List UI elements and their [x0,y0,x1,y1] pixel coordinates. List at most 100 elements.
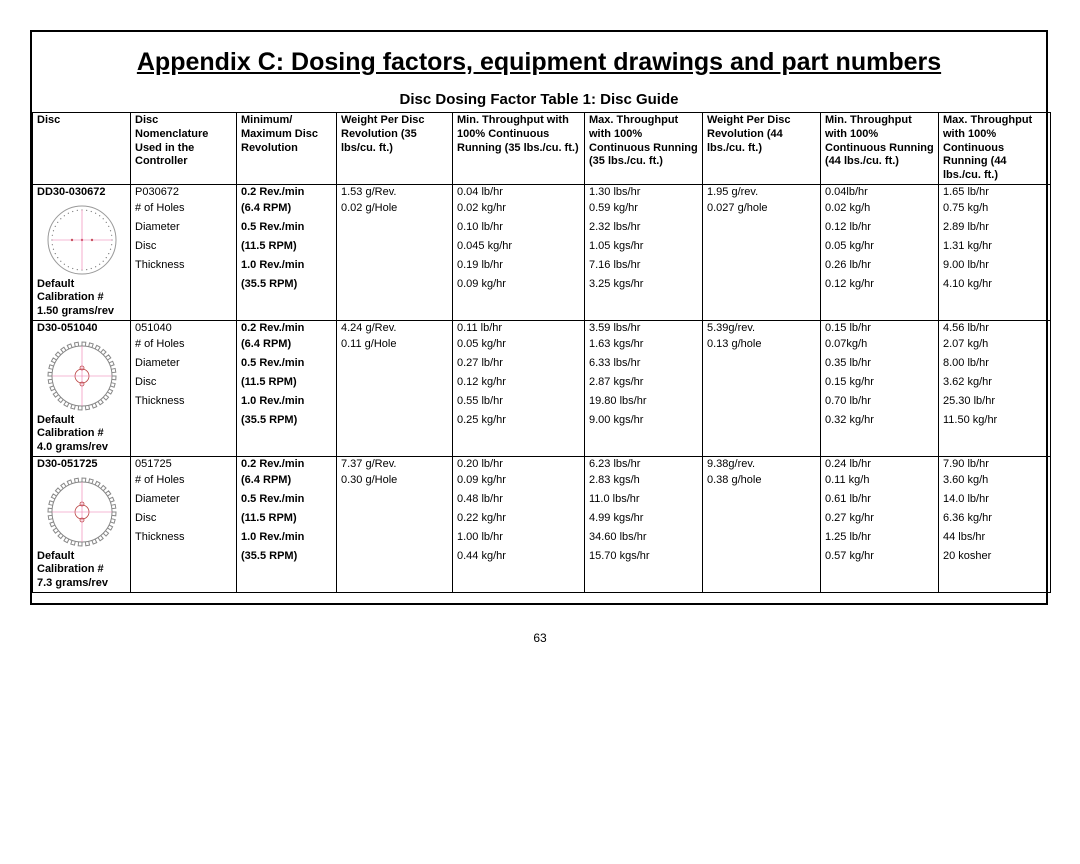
wpd35 [337,356,453,375]
wpd35: 0.30 g/Hole [337,473,453,492]
rev-label: 0.5 Rev./min [237,220,337,239]
table-row: Default Calibration #7.3 grams/rev (35.5… [33,549,1051,593]
wpd44 [703,258,821,277]
rev-label: 0.2 Rev./min [237,184,337,200]
min35: 0.20 lb/hr [453,456,585,472]
rev-label: 0.2 Rev./min [237,456,337,472]
max44: 2.89 lb/hr [939,220,1051,239]
min35: 0.04 lb/hr [453,184,585,200]
nomenclature-line: Disc [131,375,237,394]
min35: 1.00 lb/hr [453,530,585,549]
disc-drawing [33,473,131,549]
max44: 8.00 lb/hr [939,356,1051,375]
table-header-row: Disc Disc Nomenclature Used in the Contr… [33,113,1051,185]
nomenclature-line: Diameter [131,492,237,511]
table-row: Thickness 1.0 Rev./min 1.00 lb/hr 34.60 … [33,530,1051,549]
wpd44 [703,413,821,457]
table-row: Diameter 0.5 Rev./min 0.10 lb/hr 2.32 lb… [33,220,1051,239]
nomenclature-code: 051725 [131,456,237,472]
nomenclature-line: # of Holes [131,473,237,492]
page-title: Appendix C: Dosing factors, equipment dr… [32,48,1046,77]
table-row: D30-051725 051725 0.2 Rev./min 7.37 g/Re… [33,456,1051,472]
table-row: # of Holes (6.4 RPM) 0.02 g/Hole 0.02 kg… [33,201,1051,220]
wpd35: 1.53 g/Rev. [337,184,453,200]
nomenclature-line: # of Holes [131,337,237,356]
table-row: Default Calibration #4.0 grams/rev (35.5… [33,413,1051,457]
min35: 0.09 kg/hr [453,277,585,321]
max35: 2.32 lbs/hr [585,220,703,239]
max35: 3.59 lbs/hr [585,320,703,336]
wpd35 [337,394,453,413]
nomenclature-line: Diameter [131,220,237,239]
max44: 9.00 lb/hr [939,258,1051,277]
min44: 0.27 kg/hr [821,511,939,530]
rev-label: 1.0 Rev./min [237,394,337,413]
table-row: Default Calibration #1.50 grams/rev (35.… [33,277,1051,321]
wpd35 [337,492,453,511]
rev-label: 1.0 Rev./min [237,258,337,277]
max35: 1.63 kgs/hr [585,337,703,356]
rev-sub: (35.5 RPM) [237,413,337,457]
wpd44 [703,356,821,375]
nomenclature-line: Disc [131,511,237,530]
nomenclature-line [131,549,237,593]
col-min35: Min. Throughput with 100% Continuous Run… [453,113,585,185]
max44: 11.50 kg/hr [939,413,1051,457]
min35: 0.22 kg/hr [453,511,585,530]
col-rev: Minimum/ Maximum Disc Revolution [237,113,337,185]
wpd44: 0.027 g/hole [703,201,821,220]
rev-label: 1.0 Rev./min [237,530,337,549]
nomenclature-code: P030672 [131,184,237,200]
min44: 0.15 lb/hr [821,320,939,336]
wpd35: 4.24 g/Rev. [337,320,453,336]
wpd35 [337,413,453,457]
min35: 0.19 lb/hr [453,258,585,277]
col-max35: Max. Throughput with 100% Continuous Run… [585,113,703,185]
max35: 1.05 kgs/hr [585,239,703,258]
wpd35 [337,239,453,258]
nomenclature-line [131,277,237,321]
col-disc: Disc [33,113,131,185]
table-body: DD30-030672 P030672 0.2 Rev./min 1.53 g/… [33,184,1051,592]
table-row: Disc (11.5 RPM) 0.045 kg/hr 1.05 kgs/hr … [33,239,1051,258]
max44: 4.10 kg/hr [939,277,1051,321]
wpd35 [337,511,453,530]
calibration-label: Default Calibration #4.0 grams/rev [33,413,131,457]
min44: 0.26 lb/hr [821,258,939,277]
disc-id: D30-051725 [33,456,131,472]
wpd44 [703,492,821,511]
max35: 7.16 lbs/hr [585,258,703,277]
max35: 4.99 kgs/hr [585,511,703,530]
disc-id: D30-051040 [33,320,131,336]
table-row: # of Holes (6.4 RPM) 0.11 g/Hole 0.05 kg… [33,337,1051,356]
wpd44 [703,375,821,394]
nomenclature-line: Disc [131,239,237,258]
min44: 0.11 kg/h [821,473,939,492]
rev-sub: (11.5 RPM) [237,375,337,394]
disc-drawing [33,337,131,413]
max35: 1.30 lbs/hr [585,184,703,200]
wpd44 [703,220,821,239]
table-row: # of Holes (6.4 RPM) 0.30 g/Hole 0.09 kg… [33,473,1051,492]
max35: 34.60 lbs/hr [585,530,703,549]
wpd35 [337,549,453,593]
max35: 15.70 kgs/hr [585,549,703,593]
nomenclature-line: Thickness [131,258,237,277]
min35: 0.27 lb/hr [453,356,585,375]
wpd44: 1.95 g/rev. [703,184,821,200]
rev-sub: (35.5 RPM) [237,277,337,321]
min35: 0.44 kg/hr [453,549,585,593]
calibration-label: Default Calibration #1.50 grams/rev [33,277,131,321]
col-nomenclature: Disc Nomenclature Used in the Controller [131,113,237,185]
col-wpd35: Weight Per Disc Revolution (35 lbs/cu. f… [337,113,453,185]
wpd44: 9.38g/rev. [703,456,821,472]
max44: 44 lbs/hr [939,530,1051,549]
wpd35: 0.11 g/Hole [337,337,453,356]
wpd44 [703,530,821,549]
min35: 0.48 lb/hr [453,492,585,511]
nomenclature-line: Diameter [131,356,237,375]
min35: 0.12 kg/hr [453,375,585,394]
max44: 1.65 lb/hr [939,184,1051,200]
max35: 2.87 kgs/hr [585,375,703,394]
min44: 0.24 lb/hr [821,456,939,472]
